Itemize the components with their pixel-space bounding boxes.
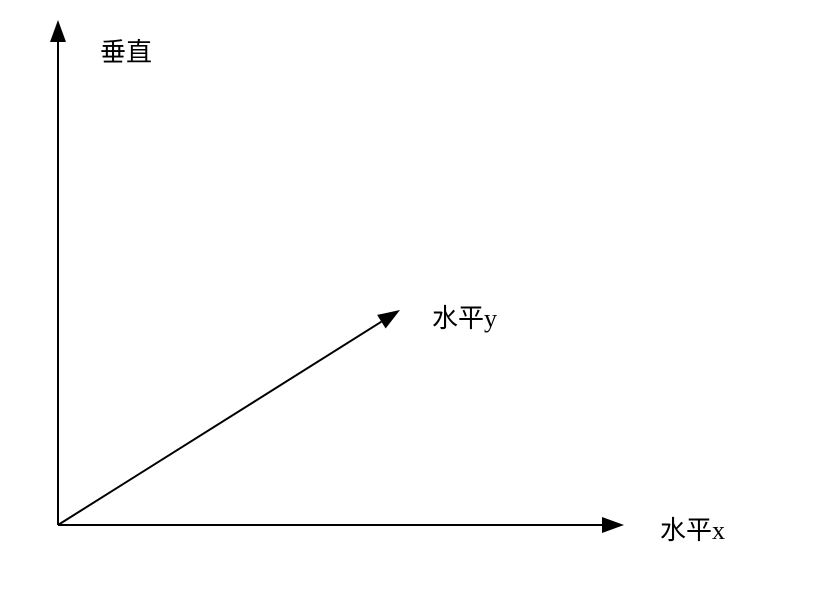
- vertical-axis-label: 垂直: [100, 32, 152, 69]
- horizontal-x-axis-label: 水平x: [660, 510, 725, 547]
- vertical-axis-arrowhead: [50, 20, 66, 42]
- horizontal-x-axis-arrowhead: [602, 517, 624, 533]
- horizontal-y-axis-line: [58, 322, 381, 525]
- horizontal-y-axis-arrowhead: [377, 310, 400, 328]
- horizontal-y-axis-label: 水平y: [432, 298, 497, 335]
